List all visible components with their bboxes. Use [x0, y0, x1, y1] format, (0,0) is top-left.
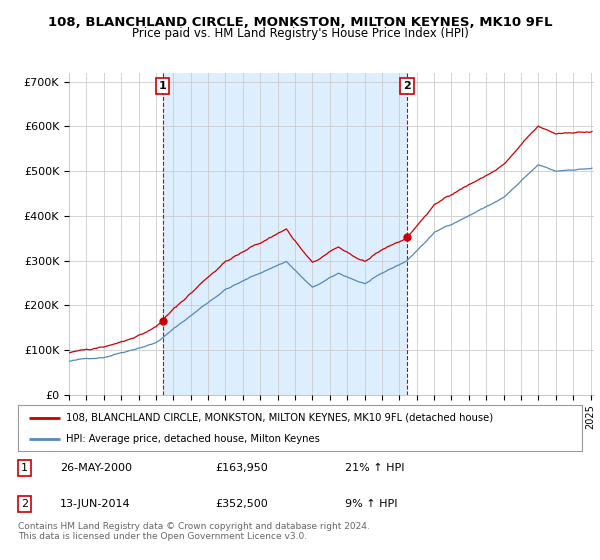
Text: 1: 1 [21, 463, 28, 473]
Text: HPI: Average price, detached house, Milton Keynes: HPI: Average price, detached house, Milt… [66, 434, 320, 444]
Text: 2: 2 [403, 81, 411, 91]
Text: 13-JUN-2014: 13-JUN-2014 [60, 499, 131, 509]
Text: £352,500: £352,500 [215, 499, 268, 509]
Text: Price paid vs. HM Land Registry's House Price Index (HPI): Price paid vs. HM Land Registry's House … [131, 27, 469, 40]
Text: £163,950: £163,950 [215, 463, 268, 473]
Text: Contains HM Land Registry data © Crown copyright and database right 2024.
This d: Contains HM Land Registry data © Crown c… [18, 522, 370, 542]
Text: 26-MAY-2000: 26-MAY-2000 [60, 463, 133, 473]
Text: 9% ↑ HPI: 9% ↑ HPI [345, 499, 398, 509]
Bar [163, 73, 407, 395]
Text: 21% ↑ HPI: 21% ↑ HPI [345, 463, 404, 473]
Text: 108, BLANCHLAND CIRCLE, MONKSTON, MILTON KEYNES, MK10 9FL: 108, BLANCHLAND CIRCLE, MONKSTON, MILTON… [48, 16, 552, 29]
Text: 1: 1 [158, 81, 166, 91]
Text: 108, BLANCHLAND CIRCLE, MONKSTON, MILTON KEYNES, MK10 9FL (detached house): 108, BLANCHLAND CIRCLE, MONKSTON, MILTON… [66, 413, 493, 423]
Text: 2: 2 [21, 499, 28, 509]
